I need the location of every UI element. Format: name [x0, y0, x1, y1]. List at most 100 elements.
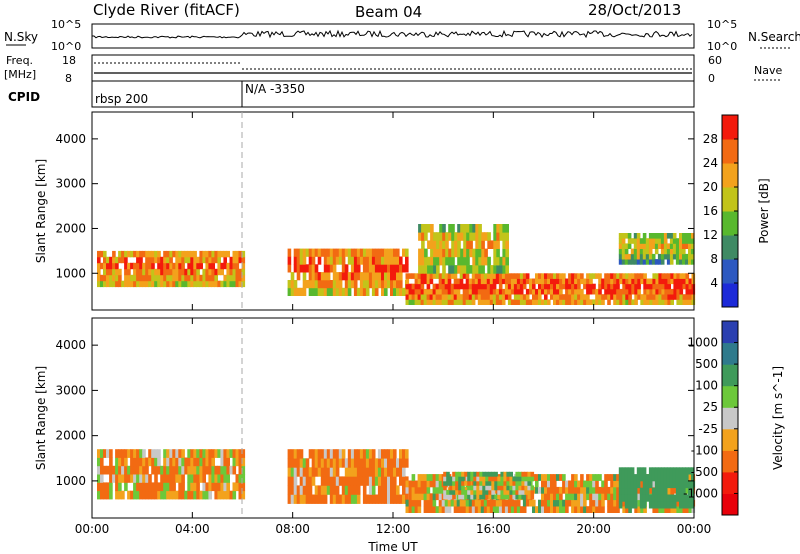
echo-cell	[544, 493, 548, 501]
echo-cell	[166, 280, 170, 288]
echo-cell	[290, 494, 295, 504]
echo-cell	[504, 273, 509, 279]
echo-cell	[679, 480, 683, 489]
echo-cell	[443, 485, 447, 491]
echo-cell	[657, 467, 662, 475]
echo-cell	[535, 474, 539, 481]
echo-cell	[485, 489, 489, 495]
echo-cell	[645, 480, 650, 489]
echo-cell	[449, 485, 453, 491]
echo-cell	[371, 280, 376, 289]
echo-cell	[669, 501, 674, 509]
echo-cell	[525, 499, 530, 507]
echo-cell	[483, 278, 488, 285]
echo-cell	[127, 250, 131, 258]
echo-cell	[160, 274, 164, 282]
echo-cell	[184, 268, 188, 276]
echo-cell	[97, 280, 101, 288]
echo-cell	[232, 274, 237, 282]
echo-cell	[172, 474, 176, 483]
colorbar-tick-label: -100	[691, 443, 718, 457]
echo-cell	[518, 485, 522, 491]
echo-cell	[133, 274, 137, 282]
echo-cell	[651, 259, 656, 265]
echo-cell	[672, 480, 677, 489]
echo-cell	[589, 493, 593, 501]
echo-cell	[595, 480, 599, 488]
echo-cell	[444, 288, 449, 295]
echo-cell	[613, 474, 617, 481]
echo-cell	[226, 490, 230, 500]
echo-cell	[559, 294, 563, 300]
echo-cell	[371, 485, 376, 495]
echo-cell	[633, 238, 638, 244]
echo-cell	[595, 299, 599, 305]
echo-cell	[97, 274, 101, 282]
echo-cell	[408, 273, 413, 279]
echo-cell	[483, 506, 488, 513]
echo-cell	[676, 294, 680, 300]
echo-cell	[645, 238, 650, 244]
echo-cell	[235, 250, 240, 258]
echo-cell	[688, 243, 692, 249]
echo-cell	[685, 506, 690, 513]
echo-cell	[462, 283, 467, 290]
echo-cell	[329, 467, 334, 477]
echo-cell	[469, 248, 473, 258]
echo-cell	[341, 494, 346, 504]
echo-cell	[652, 283, 656, 290]
echo-cell	[109, 457, 113, 467]
echo-cell	[479, 485, 483, 491]
nave-label: Nave	[754, 64, 782, 77]
echo-cell	[314, 449, 319, 459]
echo-cell	[449, 489, 453, 495]
echo-cell	[100, 250, 104, 258]
echo-cell	[446, 489, 450, 495]
echo-cell	[655, 278, 659, 285]
echo-cell	[417, 278, 422, 285]
echo-cell	[492, 299, 497, 305]
cpid-segment-2: N/A -3350	[245, 82, 305, 96]
echo-cell	[467, 485, 471, 491]
echo-cell	[541, 474, 545, 481]
echo-cell	[568, 278, 572, 285]
echo-cell	[691, 299, 696, 305]
echo-cell	[202, 482, 206, 492]
echo-cell	[175, 449, 179, 458]
echo-cell	[522, 294, 527, 300]
echo-cell	[368, 256, 373, 265]
echo-cell	[130, 274, 134, 282]
echo-cell	[426, 480, 431, 488]
echo-cell	[365, 280, 370, 289]
echo-cell	[652, 294, 656, 300]
echo-cell	[509, 476, 513, 482]
echo-cell	[121, 465, 125, 475]
echo-cell	[323, 476, 328, 486]
echo-cell	[465, 299, 470, 305]
echo-cell	[199, 280, 203, 288]
echo-cell	[112, 268, 116, 276]
echo-cell	[630, 474, 635, 482]
echo-cell	[547, 474, 551, 481]
colorbar-swatch	[722, 364, 738, 387]
echo-cell	[317, 485, 322, 495]
echo-cell	[654, 243, 659, 249]
echo-cell	[482, 485, 486, 491]
echo-cell	[465, 273, 470, 279]
echo-cell	[374, 467, 379, 477]
echo-cell	[622, 288, 626, 295]
echo-cell	[418, 248, 422, 258]
echo-cell	[97, 262, 101, 270]
echo-cell	[519, 506, 524, 513]
echo-cell	[621, 467, 626, 475]
echo-cell	[682, 299, 687, 305]
echo-cell	[490, 265, 494, 274]
echo-cell	[559, 283, 563, 290]
echo-cell	[550, 480, 554, 488]
echo-cell	[438, 506, 443, 513]
echo-cell	[362, 449, 367, 459]
echo-cell	[607, 273, 611, 279]
echo-cell	[169, 490, 173, 500]
echo-cell	[621, 243, 626, 249]
echo-cell	[439, 232, 443, 241]
